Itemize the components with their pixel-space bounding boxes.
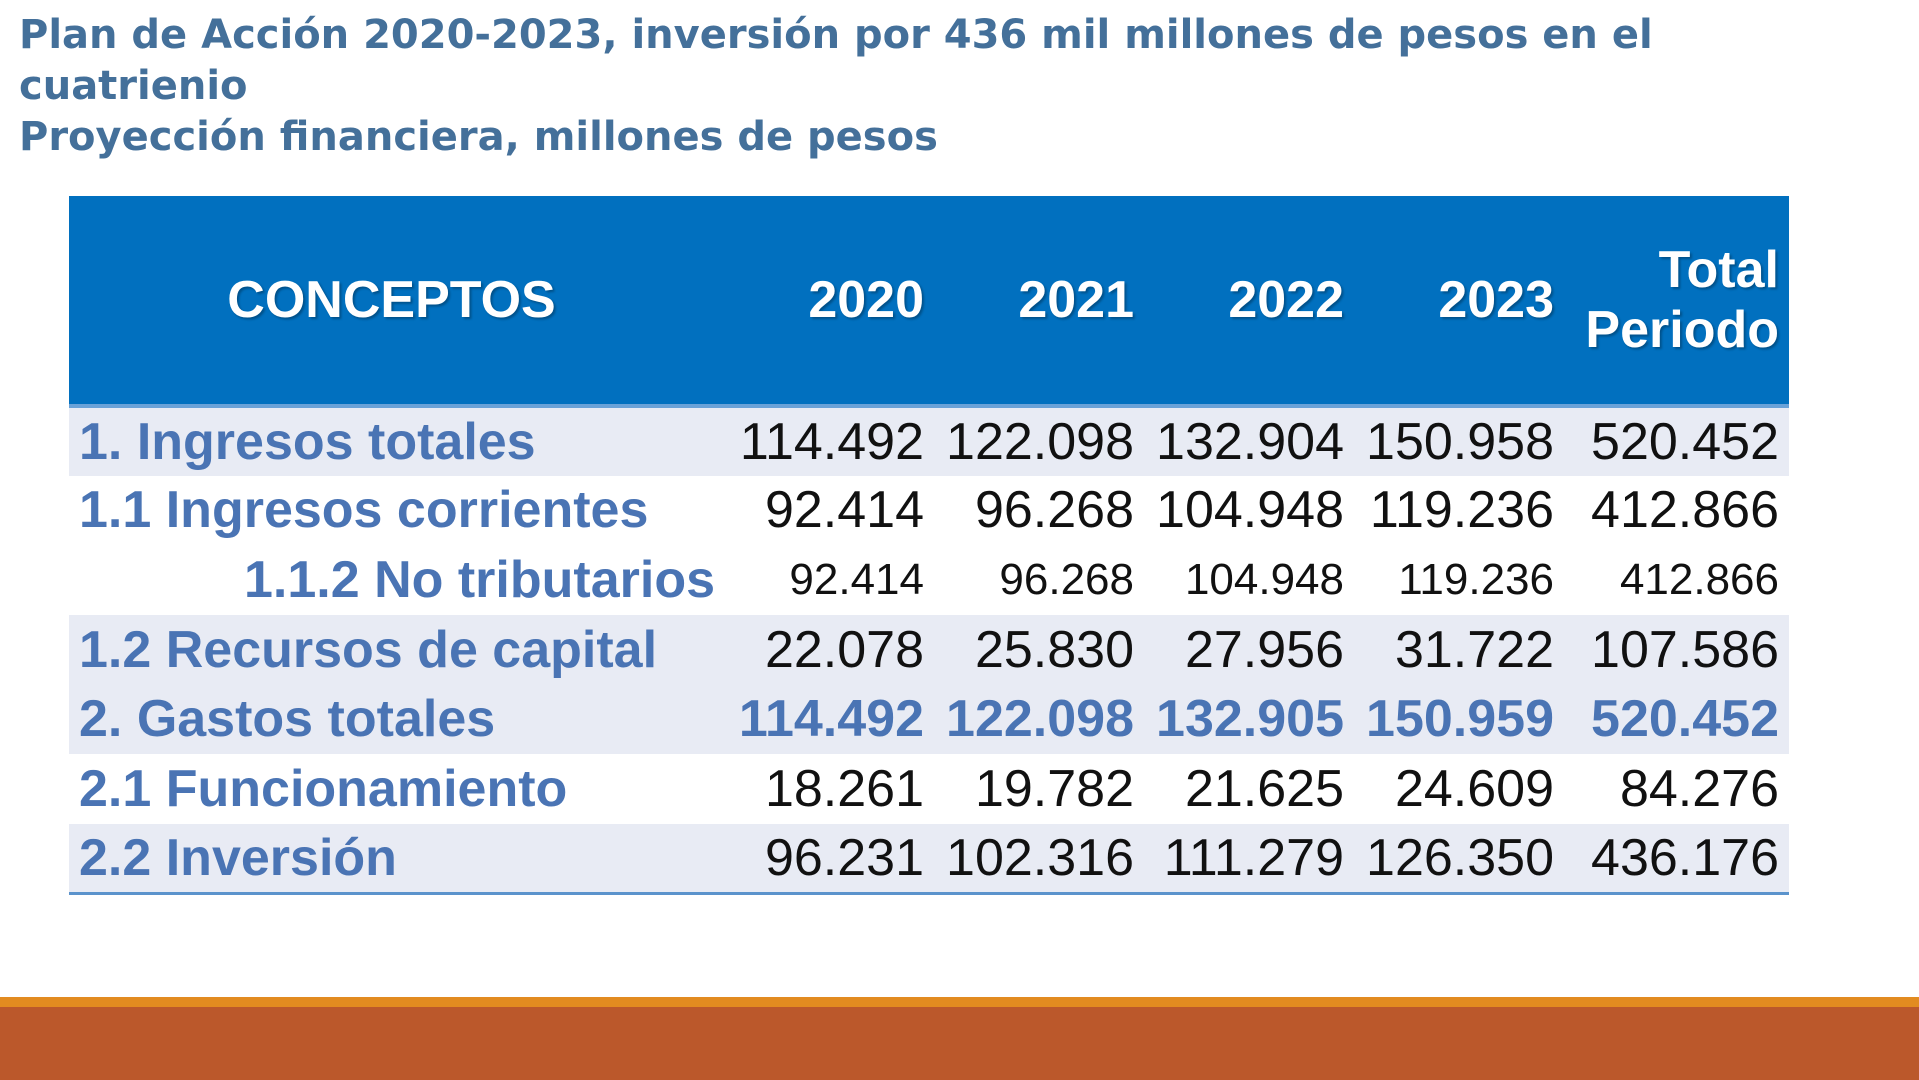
cell-2021: 122.098 [934, 684, 1144, 754]
table-row: 1.1.2 No tributarios 92.414 96.268 104.9… [69, 545, 1789, 615]
table-header-row: CONCEPTOS 2020 2021 2022 2023 Total Peri… [69, 196, 1789, 406]
row-concept: 2.1 Funcionamiento [79, 759, 568, 818]
cell-2022: 21.625 [1184, 759, 1344, 818]
cell-2020: 96.231 [724, 823, 934, 895]
table-row: 1. Ingresos totales 114.492 122.098 132.… [69, 404, 1789, 476]
row-concept: 1.1.2 No tributarios [244, 550, 715, 609]
table-row: 1.1 Ingresos corrientes 92.414 96.268 10… [69, 476, 1789, 546]
cell-2023: 119.236 [1369, 481, 1554, 540]
cell-2021: 19.782 [974, 759, 1134, 818]
row-concept: 1.2 Recursos de capital [69, 614, 724, 685]
table-row: 1.2 Recursos de capital 22.078 25.830 27… [69, 614, 1789, 685]
cell-total: 412.866 [1591, 481, 1779, 540]
table-row: 2.1 Funcionamiento 18.261 19.782 21.625 … [69, 754, 1789, 824]
cell-2020: 92.414 [789, 554, 924, 604]
cell-2023: 126.350 [1354, 823, 1564, 895]
cell-2023: 150.959 [1354, 684, 1564, 754]
title-line-2: Proyección financiera, millones de pesos [19, 114, 938, 160]
cell-2022: 132.905 [1144, 684, 1354, 754]
cell-2020: 18.261 [764, 759, 924, 818]
cell-total: 107.586 [1564, 614, 1789, 685]
cell-2021: 25.830 [934, 614, 1144, 685]
row-concept: 1. Ingresos totales [69, 404, 724, 476]
header-concepts: CONCEPTOS [69, 196, 724, 406]
cell-2022: 132.904 [1144, 404, 1354, 476]
row-concept: 2.2 Inversión [69, 823, 724, 895]
cell-2023: 24.609 [1394, 759, 1554, 818]
cell-2020: 114.492 [724, 404, 934, 476]
header-2023: 2023 [1354, 196, 1564, 406]
table-row: 2.2 Inversión 96.231 102.316 111.279 126… [69, 823, 1789, 895]
financial-projection-table: CONCEPTOS 2020 2021 2022 2023 Total Peri… [69, 196, 1789, 895]
cell-2023: 150.958 [1354, 404, 1564, 476]
cell-2020: 22.078 [724, 614, 934, 685]
cell-total: 84.276 [1619, 759, 1779, 818]
cell-total: 436.176 [1564, 823, 1789, 895]
cell-2023: 119.236 [1398, 554, 1554, 604]
header-2021: 2021 [934, 196, 1144, 406]
cell-2022: 111.279 [1144, 823, 1354, 895]
header-total-line-2: Periodo [1585, 301, 1779, 359]
cell-2022: 27.956 [1144, 614, 1354, 685]
slide-title: Plan de Acción 2020-2023, inversión por … [19, 10, 1879, 163]
cell-2020: 114.492 [724, 684, 934, 754]
row-concept: 1.1 Ingresos corrientes [79, 481, 649, 540]
cell-total: 520.452 [1564, 684, 1789, 754]
cell-2020: 92.414 [764, 481, 924, 540]
header-total-line-1: Total [1658, 241, 1779, 299]
cell-2021: 96.268 [974, 481, 1134, 540]
cell-2021: 96.268 [999, 554, 1134, 604]
header-2022: 2022 [1144, 196, 1354, 406]
cell-2023: 31.722 [1354, 614, 1564, 685]
cell-total: 412.866 [1619, 554, 1779, 604]
footer-accent-stripe [0, 997, 1919, 1007]
title-line-1: Plan de Acción 2020-2023, inversión por … [19, 12, 1653, 109]
footer-band [0, 1007, 1919, 1080]
header-total-periodo: Total Periodo [1564, 196, 1789, 406]
header-2020: 2020 [724, 196, 934, 406]
table-row: 2. Gastos totales 114.492 122.098 132.90… [69, 684, 1789, 754]
row-concept: 2. Gastos totales [69, 684, 724, 754]
cell-2021: 122.098 [934, 404, 1144, 476]
cell-2022: 104.948 [1184, 554, 1344, 604]
cell-2022: 104.948 [1156, 481, 1344, 540]
cell-total: 520.452 [1564, 404, 1789, 476]
cell-2021: 102.316 [934, 823, 1144, 895]
